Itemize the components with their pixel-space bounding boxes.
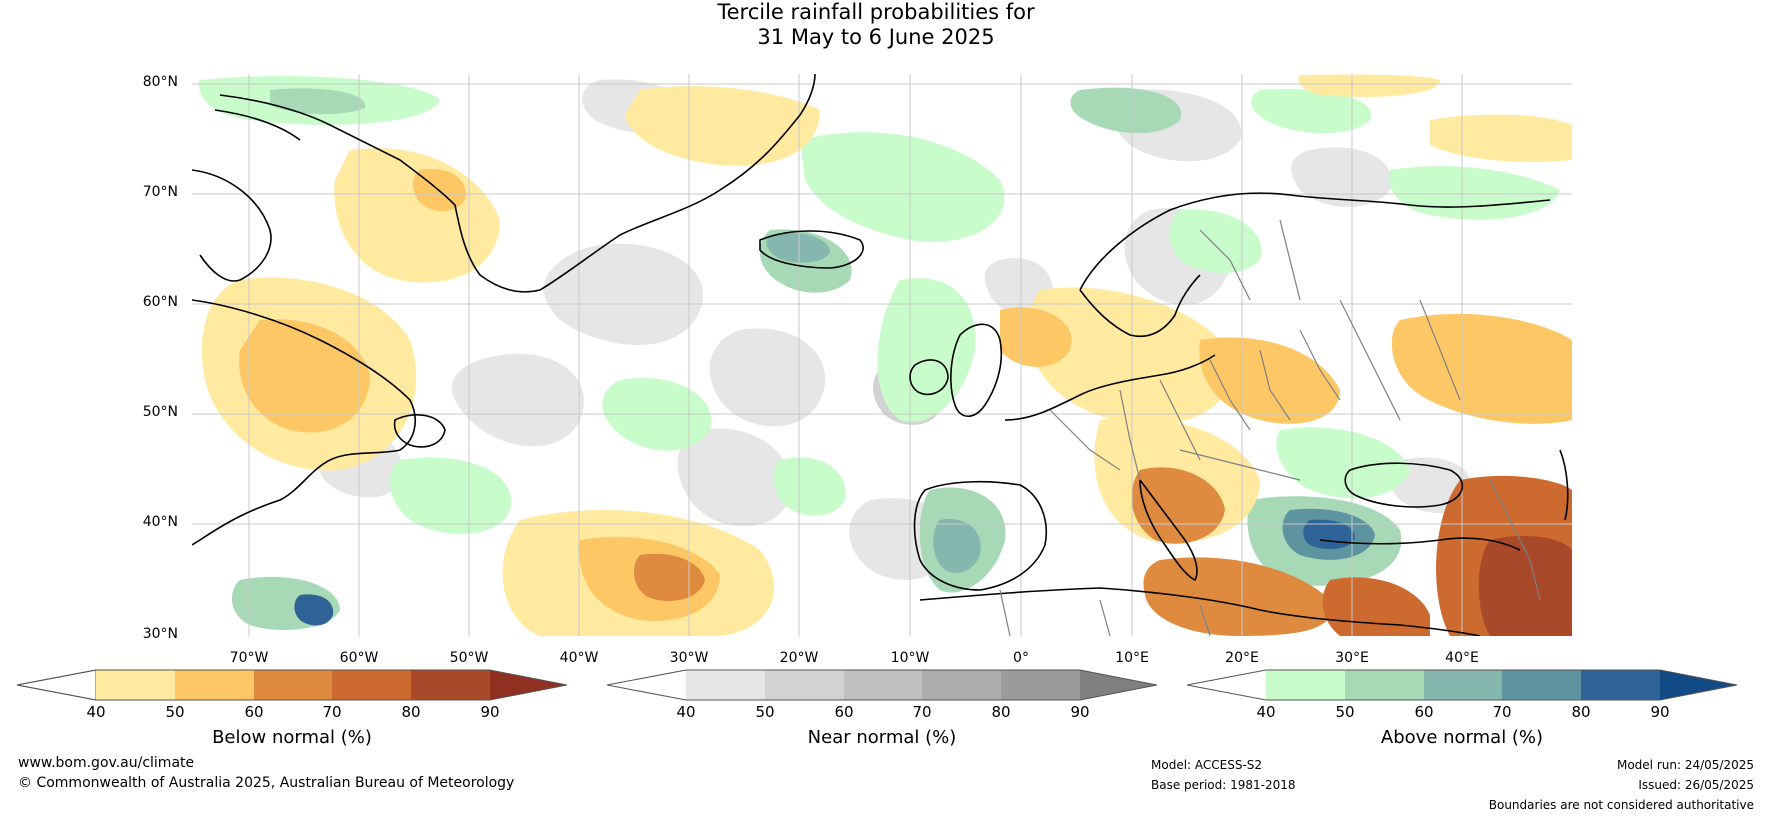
lat-label-40n: 40°N [142, 514, 178, 530]
norway-west [1079, 274, 1201, 337]
near-tick-70: 70 [912, 703, 932, 721]
above-tick-70: 70 [1492, 703, 1512, 721]
lon-label-60w: 60°W [339, 650, 379, 666]
title-line-2: 31 May to 6 June 2025 [757, 25, 995, 49]
lon-label-70w: 70°W [229, 650, 269, 666]
near-extend-high [1080, 670, 1157, 700]
near-tick-90: 90 [1070, 703, 1090, 721]
above-tick-90: 90 [1650, 703, 1670, 721]
lon-label-30e: 30°E [1335, 650, 1369, 666]
anatolia-coast [1319, 537, 1521, 551]
below-extend-low [16, 669, 97, 701]
europe-coast [1004, 354, 1216, 421]
above-extend-high [1660, 670, 1737, 700]
newfoundland-coast [393, 414, 446, 448]
iberia-coast [913, 480, 1047, 591]
lon-label-50w: 50°W [449, 650, 489, 666]
above-tick-50: 50 [1335, 703, 1355, 721]
above-bin-60-70 [1424, 670, 1502, 700]
colorbar-below [16, 669, 568, 701]
lon-label-10e: 10°E [1115, 650, 1149, 666]
below-tick-50: 50 [165, 703, 185, 721]
below-tick-60: 60 [244, 703, 264, 721]
near-bin-80-90 [1001, 670, 1080, 700]
lon-label-20e: 20°E [1225, 650, 1259, 666]
below-extend-high [490, 670, 567, 700]
below-bin-70-80 [332, 670, 411, 700]
model-run-text: Model run: 24/05/2025 [1616, 758, 1754, 772]
near-bin-70-80 [922, 670, 1001, 700]
base-period-text: Base period: 1981-2018 [1151, 778, 1296, 792]
lat-label-60n: 60°N [142, 294, 178, 310]
lat-label-80n: 80°N [142, 74, 178, 90]
near-bin-50-60 [765, 670, 844, 700]
near-tick-50: 50 [755, 703, 775, 721]
country-borders [999, 219, 1541, 636]
greenland-coast [219, 74, 816, 293]
near-tick-80: 80 [991, 703, 1011, 721]
caspian-coast [1559, 449, 1569, 521]
above-tick-80: 80 [1571, 703, 1591, 721]
below-bin-80-90 [411, 670, 490, 700]
lon-label-40e: 40°E [1445, 650, 1479, 666]
below-tick-90: 90 [480, 703, 500, 721]
above-bin-80-90 [1581, 670, 1660, 700]
issued-text: Issued: 26/05/2025 [1638, 778, 1754, 792]
lon-label-10w: 10°W [890, 650, 930, 666]
below-tick-70: 70 [322, 703, 342, 721]
title-line-1: Tercile rainfall probabilities for [717, 0, 1035, 24]
coastlines [192, 74, 1569, 636]
italy-coast [1139, 479, 1198, 581]
lon-label-20w: 20°W [779, 650, 819, 666]
website-link[interactable]: www.bom.gov.au/climate [18, 755, 195, 771]
below-colorbar-label: Below normal (%) [212, 727, 372, 748]
below-bin-50-60 [175, 670, 254, 700]
above-normal-patches [199, 76, 1560, 630]
black-sea-coast [1344, 462, 1464, 508]
lon-label-40w: 40°W [559, 650, 599, 666]
lat-label-70n: 70°N [142, 184, 178, 200]
disclaimer-text: Boundaries are not considered authoritat… [1488, 798, 1754, 812]
near-bin-60-70 [844, 670, 922, 700]
lon-label-0: 0° [1013, 650, 1029, 666]
near-bin-40-50 [686, 670, 765, 700]
labrador-coast [192, 299, 416, 546]
colorbar-near [606, 669, 1158, 701]
lat-label-30n: 30°N [142, 626, 178, 642]
above-colorbar-label: Above normal (%) [1380, 727, 1544, 748]
below-bin-60-70 [254, 670, 332, 700]
near-extend-low [607, 670, 686, 700]
iceland-coast [759, 230, 864, 269]
above-bin-40-50 [1266, 670, 1345, 700]
near-tick-40: 40 [676, 703, 696, 721]
graticule [192, 74, 1572, 636]
colorbar-above [1186, 669, 1738, 701]
north-africa-coast [919, 587, 1481, 636]
model-text: Model: ACCESS-S2 [1151, 758, 1263, 772]
below-tick-40: 40 [86, 703, 106, 721]
lat-label-50n: 50°N [142, 404, 178, 420]
below-tick-80: 80 [401, 703, 421, 721]
near-tick-60: 60 [834, 703, 854, 721]
below-bin-40-50 [96, 670, 175, 700]
baffin-coast [192, 169, 272, 282]
map-title: Tercile rainfall probabilities for 31 Ma… [0, 0, 1752, 50]
near-colorbar-label: Near normal (%) [807, 727, 957, 748]
copyright-text: © Commonwealth of Australia 2025, Austra… [18, 775, 515, 791]
lon-label-30w: 30°W [669, 650, 709, 666]
greenland-west [214, 109, 301, 141]
above-tick-60: 60 [1414, 703, 1434, 721]
ireland-coast [909, 359, 949, 396]
above-bin-50-60 [1345, 670, 1424, 700]
above-tick-40: 40 [1256, 703, 1276, 721]
above-extend-low [1187, 670, 1266, 700]
british-isles-coast [950, 323, 1003, 418]
above-bin-70-80 [1502, 670, 1581, 700]
map-field [192, 74, 1572, 636]
scandinavia-coast [1079, 192, 1551, 291]
